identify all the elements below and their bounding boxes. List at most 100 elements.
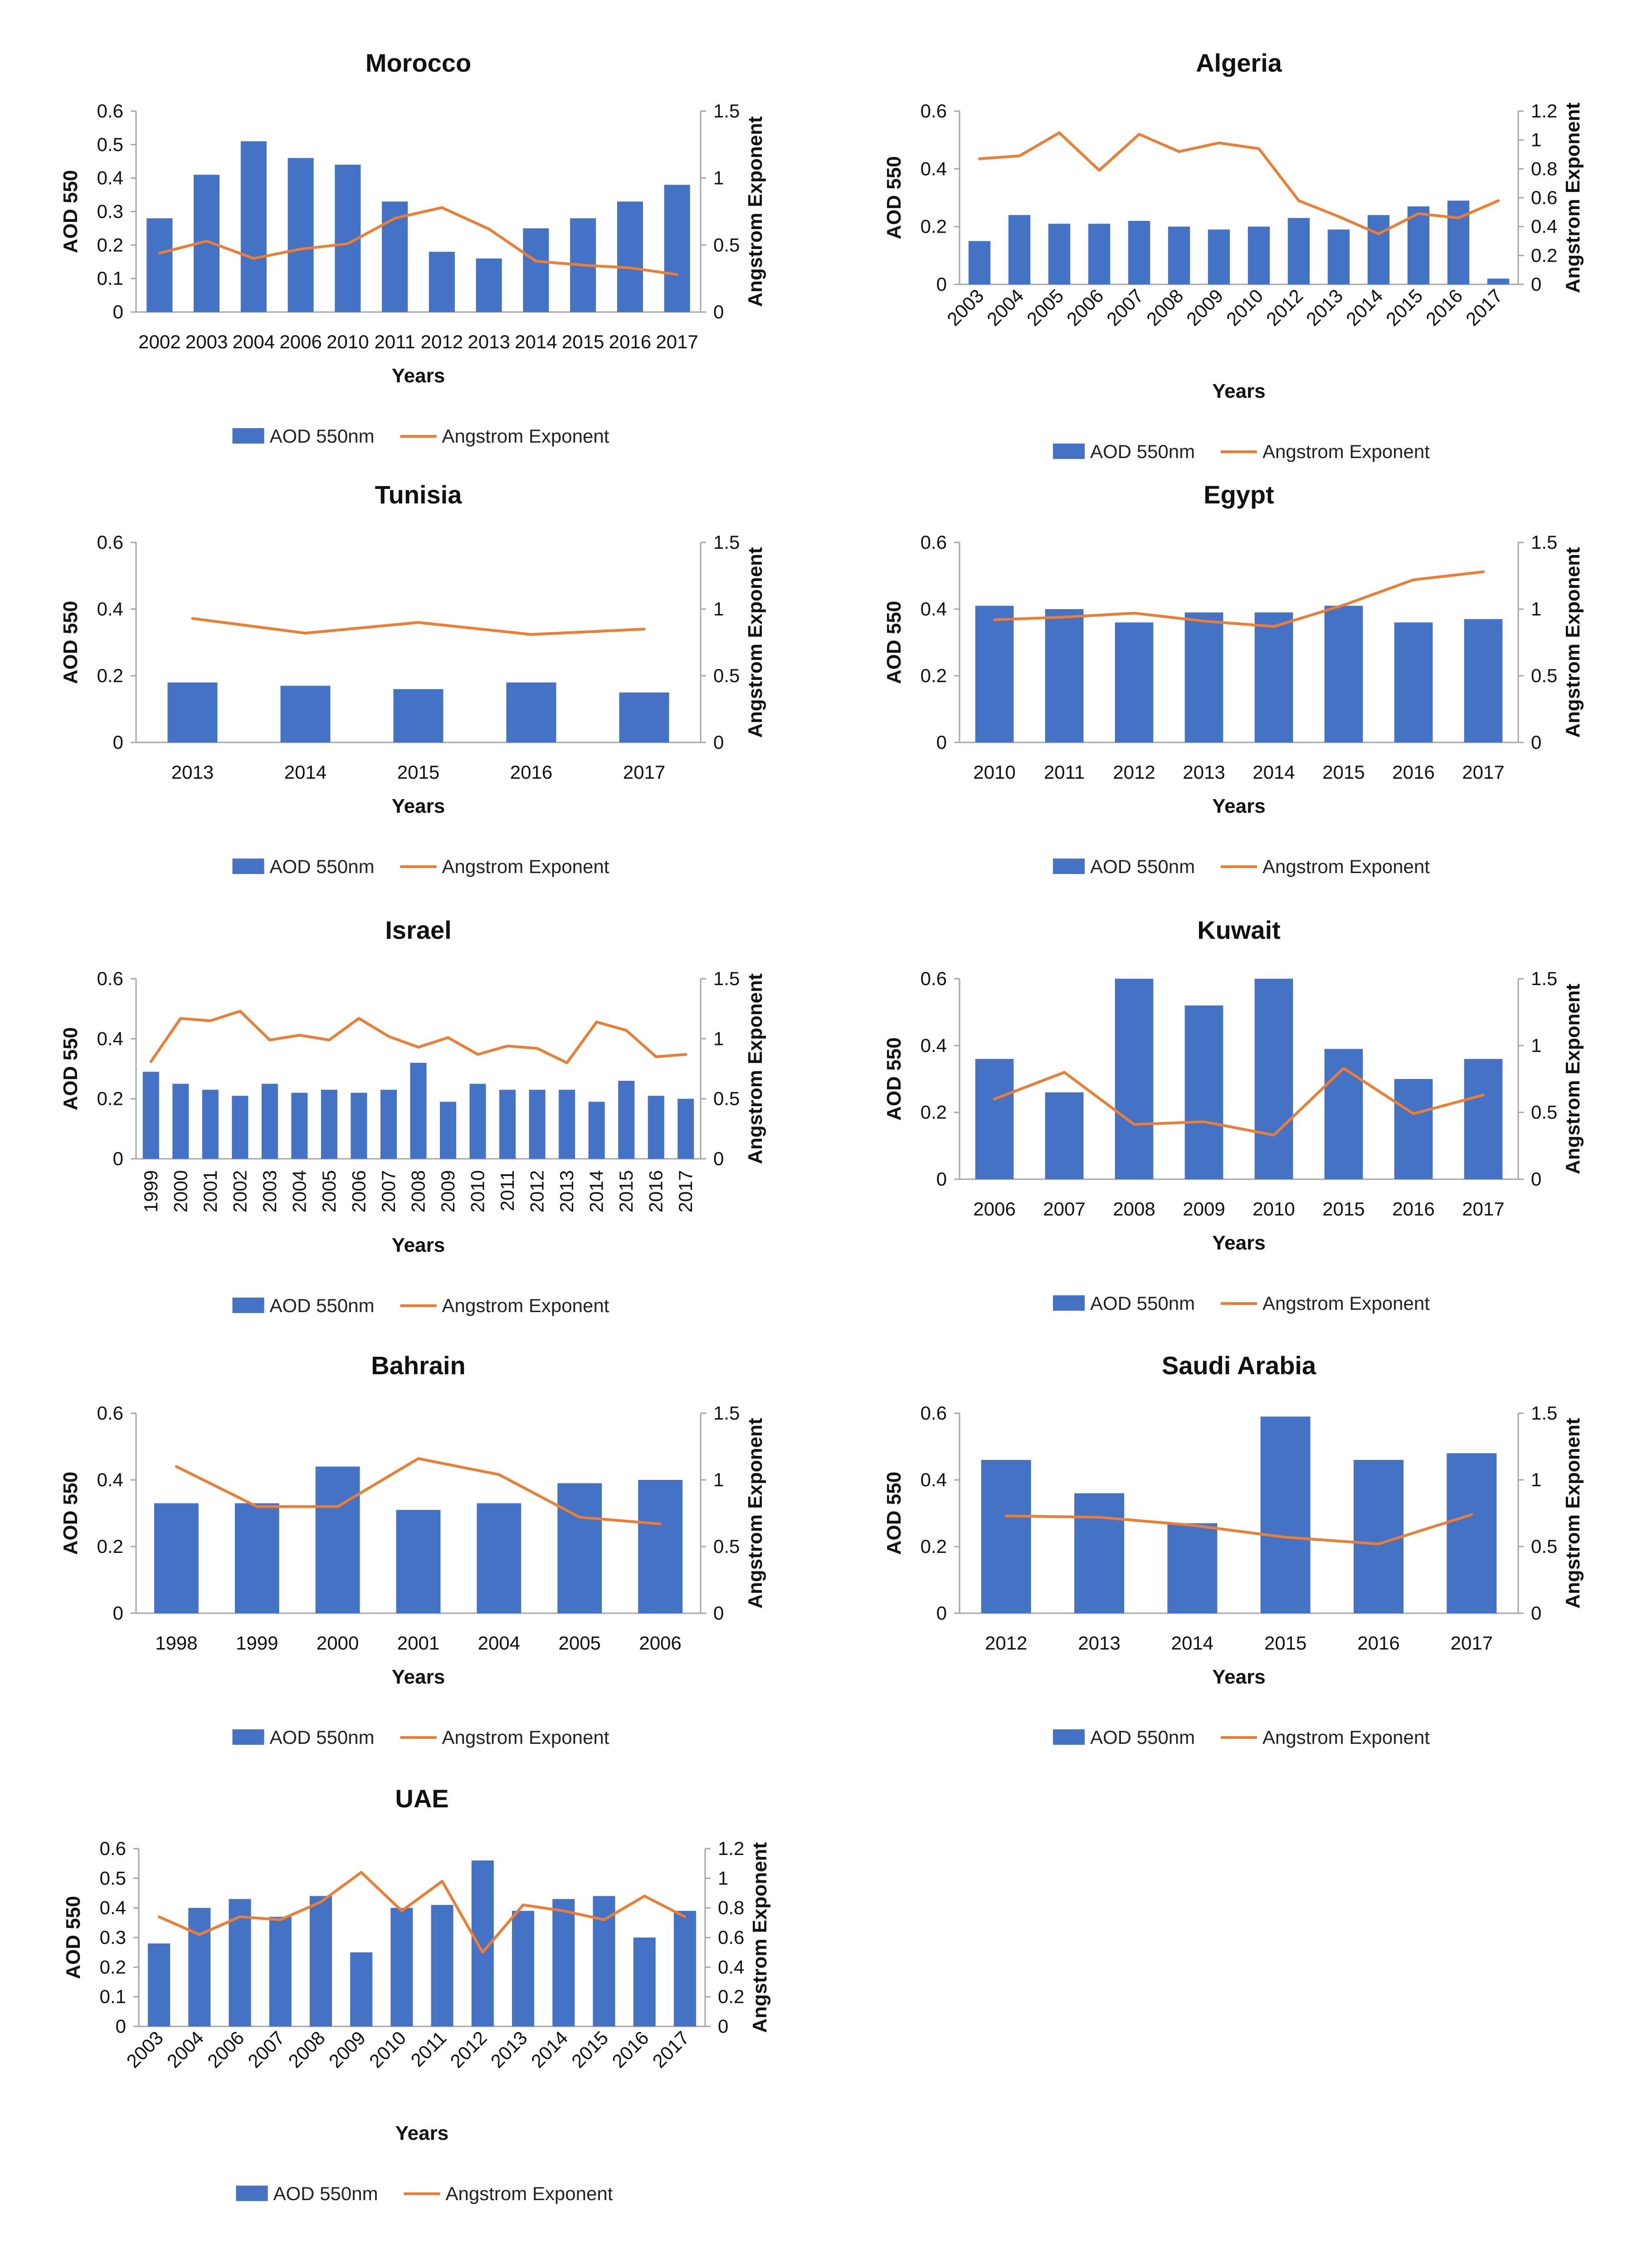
line-point-2017	[1497, 199, 1500, 202]
angstrom-line	[150, 1010, 686, 1064]
x-tick-label: 2012	[985, 1632, 1027, 1654]
chart-algeria: Algeria 0 0.2 0.4 0.6 0 0.2 0.4 0.6 0.8 1 1.2 AOD 55…	[883, 49, 1584, 462]
y-tick-label: 0.4	[921, 1035, 947, 1056]
line-point-2010	[1257, 147, 1260, 150]
bar-2004	[240, 141, 267, 312]
y2-tick-label: 0	[713, 1148, 724, 1169]
bar-2007	[380, 1089, 397, 1159]
y-tick-label: 0.4	[97, 1469, 123, 1490]
line-point-2003	[205, 239, 208, 243]
y-tick-label: 0.4	[921, 1469, 947, 1490]
bar-2013	[1327, 229, 1350, 284]
legend-label-aod: AOD 550nm	[1090, 441, 1195, 462]
x-tick-label: 2015	[562, 331, 604, 352]
line-point-2007	[279, 1918, 282, 1921]
bar-2005	[1048, 224, 1071, 284]
line-point-2000	[179, 1017, 182, 1020]
bar-2011	[382, 201, 408, 312]
legend-label-angstrom: Angstrom Exponent	[442, 856, 609, 877]
y-tick-label: 0.1	[100, 1986, 126, 2007]
x-tick-label: 2015	[1322, 761, 1364, 783]
line-point-2012	[536, 1047, 539, 1050]
bar-2010	[1254, 979, 1293, 1179]
y-axis-title: AOD 550	[883, 156, 905, 239]
y2-axis-title: Angstrom Exponent	[1562, 983, 1584, 1174]
x-tick-label: 2003	[259, 1170, 280, 1212]
line-point-2002	[158, 252, 161, 255]
x-tick-label: 2013	[487, 2027, 531, 2072]
legend-label-aod: AOD 550nm	[1090, 856, 1195, 877]
line-point-2004	[298, 1034, 301, 1037]
bar-2017	[664, 185, 690, 312]
x-tick-label: 2001	[200, 1170, 221, 1212]
bar-2009	[350, 1952, 373, 2026]
y2-tick-label: 1	[718, 1867, 728, 1889]
line-point-2006	[659, 1523, 662, 1526]
chart-israel: Israel 0 0.2 0.4 0.6 0 0.5 1 1.5 AOD 550 Angstrom …	[59, 916, 766, 1316]
y-tick-label: 0.6	[921, 532, 947, 553]
line-point-2003	[157, 1915, 161, 1918]
x-tick-label: 2016	[609, 331, 651, 352]
chart-tunisia: Tunisia 0 0.2 0.4 0.6 0 0.5 1 1.5 AOD 550 Angstrom…	[59, 480, 766, 877]
x-tick-label: 2002	[138, 331, 180, 352]
line-point-2014	[595, 1020, 598, 1024]
bar-2009	[1208, 229, 1230, 284]
x-tick-label: 2015	[567, 2027, 612, 2072]
line-point-2014	[1377, 232, 1380, 235]
x-tick-label: 2015	[1382, 285, 1427, 330]
angstrom-line	[994, 1067, 1484, 1137]
bar-2006	[288, 158, 314, 312]
line-point-2015	[581, 264, 585, 267]
x-tick-label: 2016	[1422, 285, 1467, 330]
y2-tick-label: 1	[713, 167, 724, 189]
legend-bar-swatch	[232, 428, 264, 444]
legend-label-angstrom: Angstrom Exponent	[1262, 1293, 1430, 1314]
y-tick-label: 0	[936, 1602, 947, 1624]
bar-2012	[1115, 622, 1154, 742]
bar-2003	[968, 241, 991, 284]
x-tick-label: 2008	[408, 1170, 429, 1212]
angstrom-line	[994, 570, 1484, 628]
bar-2006	[975, 1059, 1014, 1179]
line-point-1999	[255, 1505, 258, 1508]
y2-tick-label: 1	[713, 1469, 724, 1490]
x-axis-title: Years	[392, 365, 445, 387]
x-tick-label: 1999	[236, 1632, 278, 1654]
y2-tick-label: 1.2	[718, 1838, 744, 1859]
line-point-2013	[1337, 215, 1340, 218]
bar-2017	[619, 692, 669, 742]
x-tick-label: 2009	[437, 1170, 458, 1212]
line-point-2009	[360, 1871, 363, 1874]
x-tick-label: 2005	[318, 1170, 340, 1212]
y2-tick-label: 1	[1531, 1469, 1541, 1490]
chart-bahrain: Bahrain 0 0.2 0.4 0.6 0 0.5 1 1.5 AOD 550 Angstrom…	[59, 1351, 766, 1748]
y-tick-label: 0.6	[97, 532, 123, 553]
legend-label-angstrom: Angstrom Exponent	[442, 1295, 609, 1316]
y2-tick-label: 0	[713, 301, 724, 322]
line-point-2011	[1063, 615, 1066, 619]
x-tick-label: 2003	[122, 2027, 167, 2072]
bar-2000	[172, 1084, 189, 1159]
x-tick-label: 2011	[1044, 761, 1085, 783]
x-tick-label: 2012	[1262, 285, 1307, 330]
x-tick-label: 2010	[327, 331, 369, 352]
y2-tick-label: 0	[1531, 273, 1541, 295]
y2-axis-title: Angstrom Exponent	[1562, 1418, 1584, 1609]
line-point-2012	[1004, 1514, 1008, 1518]
bar-2015	[1324, 605, 1363, 742]
line-point-2006	[993, 1098, 996, 1101]
bar-2013	[167, 682, 218, 742]
bar-2008	[1115, 979, 1154, 1179]
line-point-2000	[336, 1505, 339, 1508]
x-tick-label: 2006	[639, 1632, 681, 1654]
x-tick-label: 2015	[615, 1170, 637, 1212]
x-tick-label: 2006	[348, 1170, 369, 1212]
bar-2004	[291, 1093, 308, 1159]
x-tick-label: 2015	[1264, 1632, 1306, 1654]
legend-label-angstrom: Angstrom Exponent	[1262, 1727, 1430, 1748]
y2-tick-label: 0.6	[1531, 187, 1557, 208]
y-tick-label: 0.2	[921, 665, 947, 686]
line-point-2006	[1098, 169, 1101, 172]
y2-axis-title: Angstrom Exponent	[749, 1842, 771, 2033]
